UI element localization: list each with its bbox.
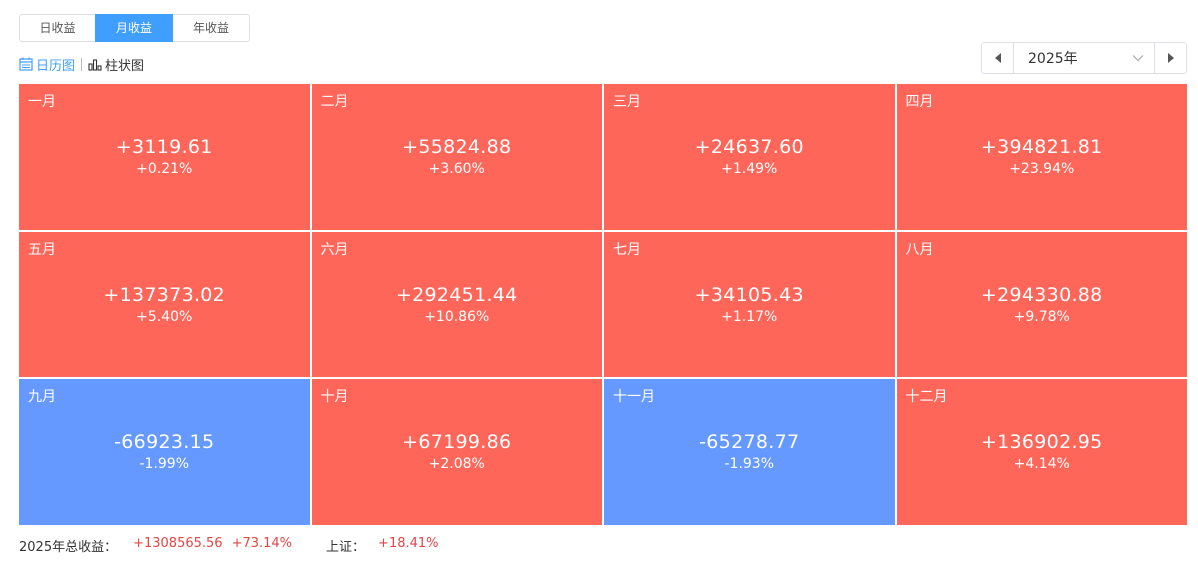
month-amount: +55824.88 <box>402 136 512 158</box>
month-values: +67199.86 +2.08% <box>312 430 603 474</box>
next-year-button[interactable] <box>1154 43 1186 73</box>
index-label: 上证： <box>326 540 366 555</box>
month-label: 一月 <box>28 94 56 110</box>
month-values: +394821.81 +23.94% <box>897 135 1188 179</box>
month-values: +24637.60 +1.49% <box>604 135 895 179</box>
month-label: 六月 <box>320 241 349 258</box>
month-grid: 一月 +3119.61 +0.21% 二月 +55824.88 +3.60% 三月 +2463… <box>19 84 1187 525</box>
month-cell[interactable]: 六月 +292451.44 +10.86% <box>311 231 603 378</box>
month-label: 七月 <box>613 241 641 258</box>
calendar-icon <box>19 57 33 71</box>
chevron-down-icon <box>1132 55 1144 62</box>
month-cell[interactable]: 十月 +67199.86 +2.08% <box>311 379 603 525</box>
summary-bar: 2025年总收益： +1308565.56 +73.14% 上证： +18.41… <box>19 536 439 555</box>
total-percent: +73.14% <box>231 536 293 551</box>
month-amount: +394821.81 <box>980 136 1103 158</box>
month-values: +292451.44 +10.86% <box>312 283 603 327</box>
total-label: 2025年总收益： <box>19 540 118 555</box>
month-percent: +10.86% <box>424 308 490 325</box>
month-values: +34105.43 +1.17% <box>604 283 895 327</box>
month-amount: +3119.61 <box>115 136 213 158</box>
view-divider <box>81 57 83 71</box>
month-amount: -66923.15 <box>114 431 215 454</box>
index-percent: +18.41% <box>378 536 439 551</box>
month-values: -65278.77 -1.93% <box>604 430 895 474</box>
month-cell[interactable]: 五月 +137373.02 +5.40% <box>19 231 310 378</box>
year-select[interactable]: 2025年 <box>1014 43 1154 73</box>
total-amount: +1308565.56 <box>133 536 223 551</box>
month-percent: +9.78% <box>1013 308 1070 325</box>
month-cell[interactable]: 四月 +394821.81 +23.94% <box>896 84 1188 230</box>
caret-left-icon <box>994 53 1001 63</box>
month-amount: +136902.95 <box>980 431 1103 454</box>
month-percent: -1.93% <box>724 456 775 473</box>
month-amount: +67199.86 <box>402 431 512 454</box>
month-amount: -65278.77 <box>699 431 800 454</box>
month-label: 八月 <box>905 241 934 258</box>
month-amount: +24637.60 <box>694 136 804 158</box>
month-values: +137373.02 +5.40% <box>19 283 310 327</box>
month-values: +136902.95 +4.14% <box>897 430 1188 474</box>
month-percent: +2.08% <box>428 456 485 473</box>
prev-year-button[interactable] <box>982 43 1014 73</box>
month-cell[interactable]: 二月 +55824.88 +3.60% <box>311 84 603 230</box>
view-toggle: 日历图 柱状图 <box>19 55 144 74</box>
month-amount: +292451.44 <box>395 283 518 306</box>
month-values: -66923.15 -1.99% <box>19 430 310 474</box>
tab-yearly[interactable]: 年收益 <box>172 14 250 42</box>
month-percent: +1.49% <box>721 161 778 177</box>
bar-chart-icon <box>88 59 102 71</box>
month-cell[interactable]: 十二月 +136902.95 +4.14% <box>896 379 1188 525</box>
year-value: 2025年 <box>1028 51 1078 67</box>
month-label: 四月 <box>905 94 934 110</box>
month-values: +3119.61 +0.21% <box>19 135 310 179</box>
month-percent: -1.99% <box>139 456 190 473</box>
month-label: 十月 <box>320 389 349 406</box>
bar-view-link[interactable]: 柱状图 <box>88 55 144 74</box>
month-values: +55824.88 +3.60% <box>312 135 603 179</box>
month-cell[interactable]: 十一月 -65278.77 -1.93% <box>604 379 895 525</box>
month-label: 十二月 <box>905 389 948 406</box>
month-percent: +4.14% <box>1013 456 1070 473</box>
month-cell[interactable]: 三月 +24637.60 +1.49% <box>604 84 895 230</box>
month-percent: +1.17% <box>721 308 778 325</box>
month-cell[interactable]: 一月 +3119.61 +0.21% <box>19 84 310 230</box>
calendar-view-label: 日历图 <box>36 58 76 74</box>
month-values: +294330.88 +9.78% <box>897 283 1188 327</box>
period-tabs: 日收益 月收益 年收益 <box>19 14 250 42</box>
month-amount: +137373.02 <box>103 283 226 306</box>
tab-monthly[interactable]: 月收益 <box>95 14 173 42</box>
calendar-view-link[interactable]: 日历图 <box>19 55 75 74</box>
month-cell[interactable]: 七月 +34105.43 +1.17% <box>604 231 895 378</box>
month-percent: +0.21% <box>136 161 193 177</box>
month-percent: +5.40% <box>136 308 193 325</box>
caret-right-icon <box>1167 53 1174 63</box>
month-cell[interactable]: 九月 -66923.15 -1.99% <box>19 379 310 525</box>
month-label: 九月 <box>28 389 56 406</box>
month-label: 十一月 <box>613 389 655 406</box>
bar-view-label: 柱状图 <box>105 58 145 74</box>
month-label: 二月 <box>320 94 349 110</box>
month-amount: +294330.88 <box>980 283 1103 306</box>
month-percent: +3.60% <box>428 161 485 177</box>
month-cell[interactable]: 八月 +294330.88 +9.78% <box>896 231 1188 378</box>
year-picker: 2025年 <box>981 42 1187 74</box>
month-label: 五月 <box>28 241 56 258</box>
month-percent: +23.94% <box>1009 161 1075 177</box>
month-label: 三月 <box>613 94 641 110</box>
tab-daily[interactable]: 日收益 <box>19 14 96 42</box>
month-amount: +34105.43 <box>694 283 804 306</box>
